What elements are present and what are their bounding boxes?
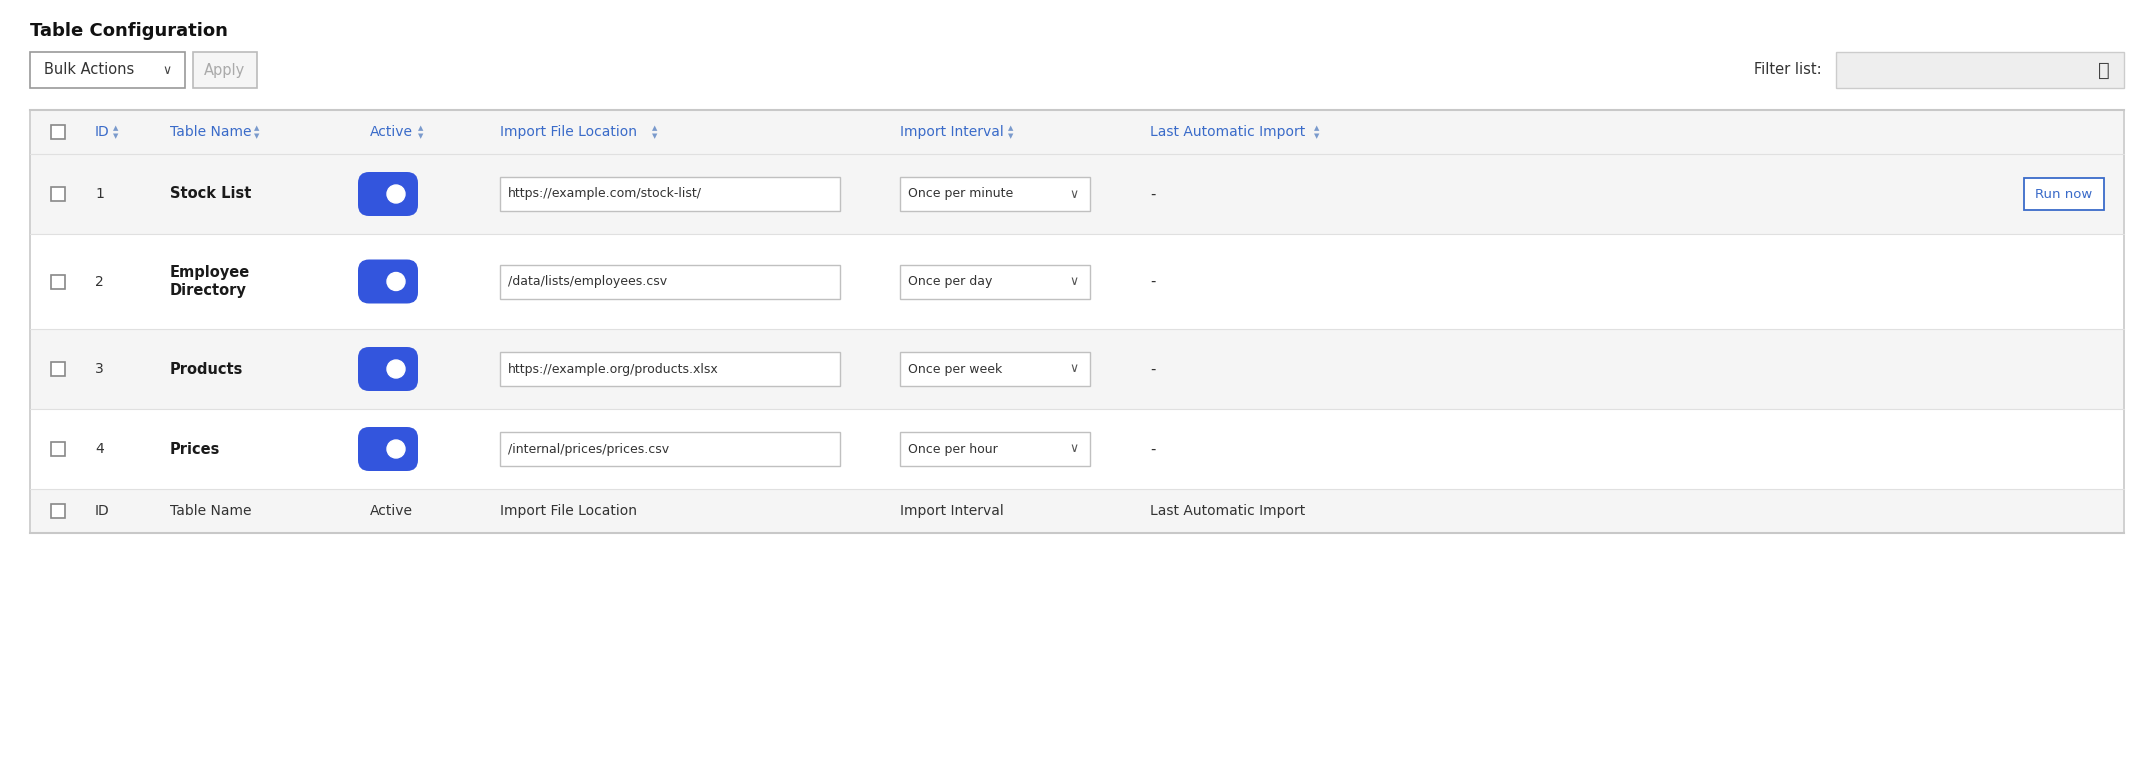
Text: Directory: Directory: [170, 283, 248, 298]
Bar: [30, 409, 2124, 489]
Bar: [30, 110, 2124, 533]
Text: ▲: ▲: [1008, 125, 1012, 131]
Bar: [30, 489, 2124, 533]
Bar: [500, 177, 840, 211]
Bar: [900, 177, 1090, 211]
Bar: [500, 265, 840, 299]
Text: ▼: ▼: [1008, 133, 1012, 139]
Text: Prices: Prices: [170, 441, 220, 457]
FancyBboxPatch shape: [358, 259, 418, 303]
Text: Once per day: Once per day: [909, 275, 993, 288]
Text: -: -: [1150, 274, 1155, 289]
Bar: [52, 125, 65, 139]
Text: Last Automatic Import: Last Automatic Import: [1150, 504, 1305, 518]
Circle shape: [388, 360, 405, 378]
Text: /internal/prices/prices.csv: /internal/prices/prices.csv: [508, 443, 670, 456]
Text: Last Automatic Import: Last Automatic Import: [1150, 125, 1305, 139]
Text: /data/lists/employees.csv: /data/lists/employees.csv: [508, 275, 668, 288]
Text: Stock List: Stock List: [170, 186, 252, 202]
Text: Active: Active: [370, 125, 414, 139]
Text: https://example.com/stock-list/: https://example.com/stock-list/: [508, 188, 702, 200]
Text: ID: ID: [95, 504, 110, 518]
FancyBboxPatch shape: [358, 172, 418, 216]
Text: ∨: ∨: [1068, 275, 1079, 288]
Text: Import File Location: Import File Location: [500, 125, 638, 139]
Text: ID: ID: [95, 125, 110, 139]
Text: 2: 2: [95, 274, 103, 289]
FancyBboxPatch shape: [358, 347, 418, 391]
Bar: [30, 234, 2124, 329]
Bar: [900, 432, 1090, 466]
Text: -: -: [1150, 186, 1155, 202]
Text: ▲: ▲: [112, 125, 118, 131]
Text: ▲: ▲: [254, 125, 258, 131]
Bar: [500, 352, 840, 386]
Text: ∨: ∨: [162, 63, 172, 76]
Text: ∨: ∨: [1068, 188, 1079, 200]
Text: ▼: ▼: [653, 133, 657, 139]
Bar: [52, 274, 65, 289]
Text: Once per week: Once per week: [909, 363, 1002, 376]
Text: Import File Location: Import File Location: [500, 504, 638, 518]
Text: ∨: ∨: [1068, 363, 1079, 376]
Text: ▲: ▲: [653, 125, 657, 131]
Text: Filter list:: Filter list:: [1753, 62, 1822, 78]
Bar: [900, 352, 1090, 386]
Bar: [1835, 52, 2124, 88]
Text: Apply: Apply: [205, 62, 246, 78]
Text: Import Interval: Import Interval: [900, 504, 1004, 518]
Circle shape: [388, 440, 405, 458]
Bar: [52, 504, 65, 518]
Text: -: -: [1150, 361, 1155, 377]
Bar: [52, 442, 65, 456]
Bar: [30, 110, 2124, 154]
Text: Table Name: Table Name: [170, 504, 252, 518]
Text: ▼: ▼: [112, 133, 118, 139]
Text: ▼: ▼: [1314, 133, 1320, 139]
Bar: [30, 52, 185, 88]
Text: Once per minute: Once per minute: [909, 188, 1012, 200]
Text: ⌕: ⌕: [2098, 61, 2111, 79]
Text: 4: 4: [95, 442, 103, 456]
Text: ∨: ∨: [1068, 443, 1079, 456]
Text: 3: 3: [95, 362, 103, 376]
Text: Bulk Actions: Bulk Actions: [43, 62, 134, 78]
Circle shape: [388, 273, 405, 290]
FancyBboxPatch shape: [358, 427, 418, 471]
Text: ▼: ▼: [418, 133, 424, 139]
Bar: [2025, 178, 2104, 210]
Text: ▲: ▲: [418, 125, 424, 131]
Text: Products: Products: [170, 361, 243, 377]
Bar: [194, 52, 256, 88]
Circle shape: [388, 185, 405, 203]
Text: Run now: Run now: [2036, 188, 2094, 200]
Text: Once per hour: Once per hour: [909, 443, 997, 456]
Text: Import Interval: Import Interval: [900, 125, 1004, 139]
Bar: [500, 432, 840, 466]
Text: ▼: ▼: [254, 133, 258, 139]
Text: Employee: Employee: [170, 265, 250, 280]
Bar: [900, 265, 1090, 299]
Text: Table Configuration: Table Configuration: [30, 22, 228, 40]
Bar: [52, 187, 65, 201]
Bar: [30, 329, 2124, 409]
Text: https://example.org/products.xlsx: https://example.org/products.xlsx: [508, 363, 719, 376]
Text: 1: 1: [95, 187, 103, 201]
Bar: [30, 154, 2124, 234]
Text: Table Name: Table Name: [170, 125, 252, 139]
Text: Active: Active: [370, 504, 414, 518]
Bar: [52, 362, 65, 376]
Text: ▲: ▲: [1314, 125, 1320, 131]
Text: -: -: [1150, 441, 1155, 457]
